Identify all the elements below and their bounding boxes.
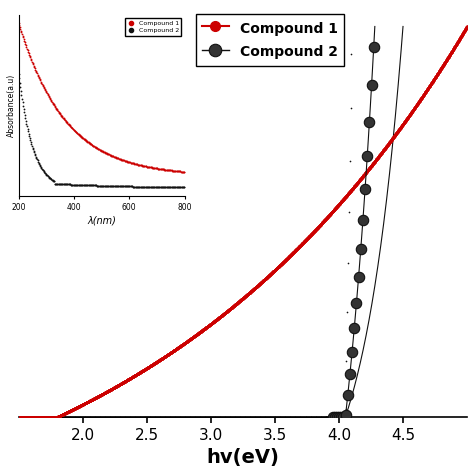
X-axis label: hv(eV): hv(eV) — [207, 448, 279, 467]
Legend: Compound 1, Compound 2: Compound 1, Compound 2 — [196, 14, 344, 66]
